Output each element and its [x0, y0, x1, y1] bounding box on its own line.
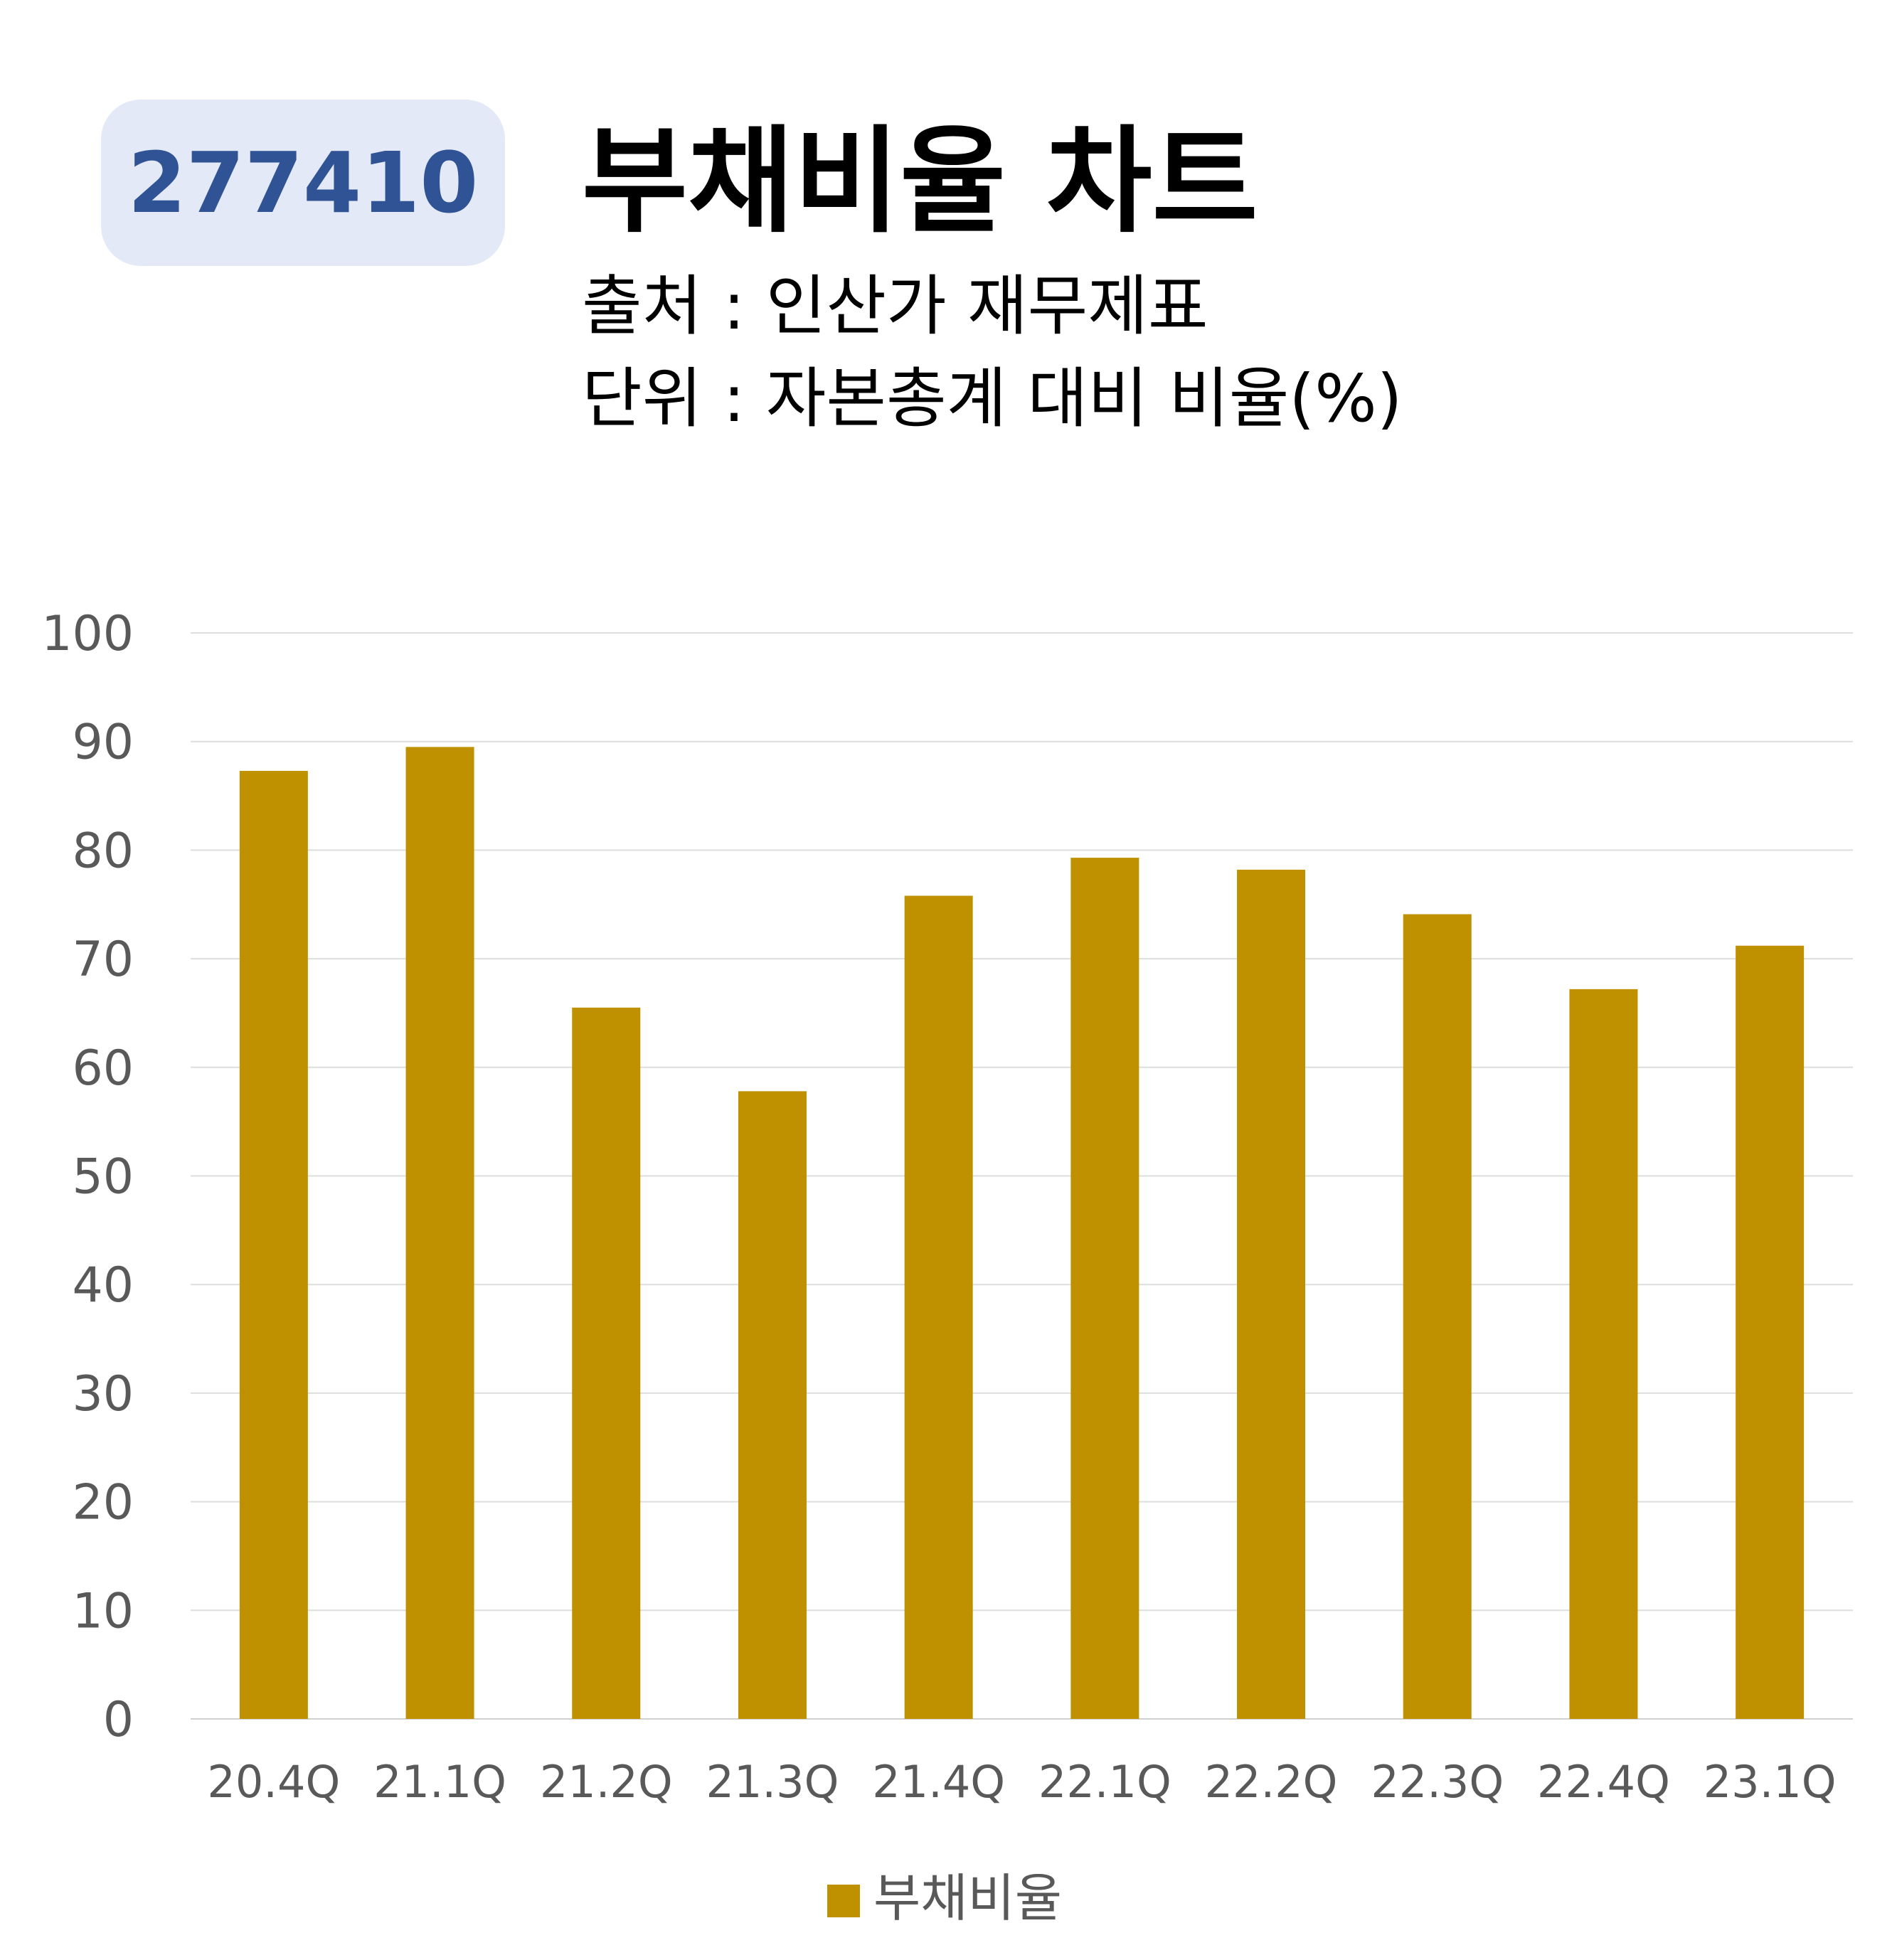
x-axis-ticks: 20.4Q 21.1Q 21.2Q 21.3Q 21.4Q 22.1Q 22.2Q 22.3Q… — [207, 1756, 1836, 1808]
y-tick-label: 10 — [72, 1583, 134, 1639]
y-axis-ticks: 0 10 20 30 40 50 60 70 80 90 100 — [41, 606, 134, 1748]
x-tick-label: 22.1Q — [1038, 1756, 1171, 1808]
bar-22.2Q — [1237, 869, 1306, 1719]
x-tick-label: 22.2Q — [1205, 1756, 1338, 1808]
x-tick-label: 21.2Q — [540, 1756, 673, 1808]
unit-text: 단위 : 자본총계 대비 비율(%) — [582, 361, 1403, 437]
y-tick-label: 80 — [72, 823, 134, 879]
stock-code: 277410 — [127, 134, 479, 232]
bar-23.1Q — [1736, 945, 1805, 1719]
bar-21.4Q — [904, 895, 973, 1719]
legend-label: 부채비율 — [873, 1868, 1062, 1928]
bars — [239, 747, 1805, 1719]
x-tick-label: 22.4Q — [1537, 1756, 1670, 1808]
x-tick-label: 21.1Q — [373, 1756, 506, 1808]
x-tick-label: 23.1Q — [1704, 1756, 1837, 1808]
y-tick-label: 60 — [72, 1040, 134, 1097]
bar-22.1Q — [1070, 858, 1139, 1719]
x-tick-label: 21.4Q — [872, 1756, 1005, 1808]
y-tick-label: 30 — [72, 1366, 134, 1422]
x-tick-label: 22.3Q — [1371, 1756, 1504, 1808]
bar-21.3Q — [738, 1091, 807, 1719]
y-tick-label: 20 — [72, 1475, 134, 1531]
bar-22.3Q — [1403, 914, 1472, 1719]
bar-21.1Q — [405, 747, 474, 1719]
legend: 부채비율 — [827, 1868, 1062, 1928]
source-text: 출처 : 인산가 재무제표 — [582, 268, 1208, 344]
y-tick-label: 90 — [72, 715, 134, 771]
x-tick-label: 21.3Q — [706, 1756, 839, 1808]
x-tick-label: 20.4Q — [207, 1756, 340, 1808]
bar-20.4Q — [239, 770, 308, 1719]
bar-22.4Q — [1569, 989, 1638, 1719]
y-tick-label: 100 — [41, 606, 134, 662]
stock-code-badge: 277410 — [101, 100, 505, 266]
y-tick-label: 40 — [72, 1257, 134, 1314]
bar-21.2Q — [572, 1007, 641, 1719]
y-tick-label: 50 — [72, 1149, 134, 1205]
y-tick-label: 0 — [103, 1692, 134, 1748]
legend-swatch — [827, 1885, 860, 1917]
y-tick-label: 70 — [72, 932, 134, 988]
page-title: 부채비율 차트 — [582, 115, 1258, 249]
